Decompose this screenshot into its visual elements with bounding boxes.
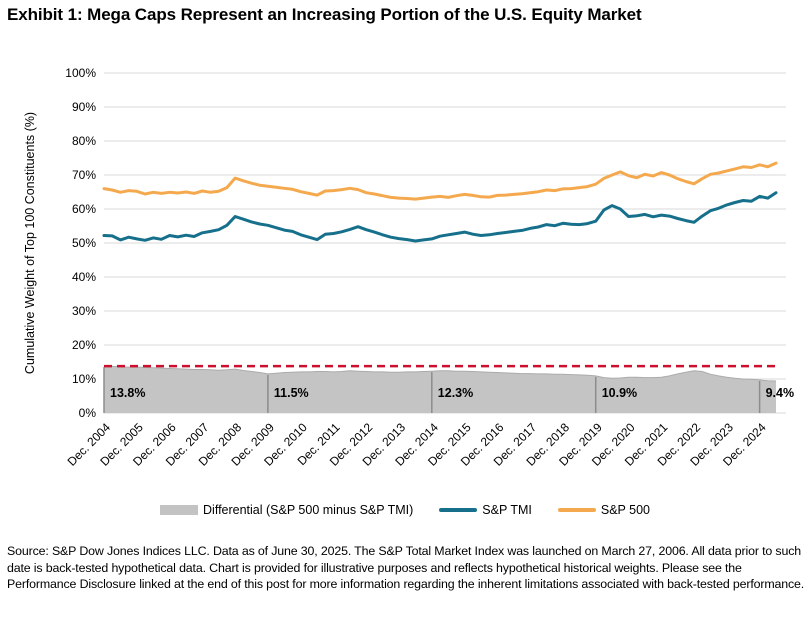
legend-item-differential: Differential (S&P 500 minus S&P TMI) (160, 503, 413, 517)
source-note: Source: S&P Dow Jones Indices LLC. Data … (7, 544, 805, 591)
differential-area-edge (103, 365, 777, 382)
area-value-label: 9.4% (766, 386, 795, 400)
y-tick-label: 70% (72, 168, 96, 182)
sp500-swatch-icon (557, 508, 596, 512)
differential-area (104, 366, 776, 413)
legend-label: Differential (S&P 500 minus S&P TMI) (203, 503, 414, 517)
y-tick-label: 20% (72, 338, 96, 352)
chart-area: 0% 10% 20% 30% 40% 50% 60% 70% 80% 90% 100% Cumulat… (0, 56, 810, 492)
y-tick-label: 50% (72, 236, 96, 250)
area-value-label: 11.5% (274, 386, 309, 400)
area-value-label: 13.8% (110, 386, 145, 400)
sp500-line (102, 161, 778, 201)
area-value-label: 12.3% (438, 386, 473, 400)
y-tick-label: 0% (79, 406, 97, 420)
chart-legend: Differential (S&P 500 minus S&P TMI) S&P… (0, 503, 810, 517)
sp-tmi-swatch-icon (439, 508, 478, 512)
area-value-label: 10.9% (602, 386, 637, 400)
y-tick-label: 30% (72, 304, 96, 318)
legend-item-sp500: S&P 500 (557, 503, 650, 517)
y-tick-label: 60% (72, 202, 96, 216)
y-tick-label: 100% (65, 66, 96, 80)
y-tick-label: 90% (72, 100, 96, 114)
sp-tmi-line (102, 191, 778, 243)
chart-title: Exhibit 1: Mega Caps Represent an Increa… (7, 5, 642, 24)
y-tick-label: 10% (72, 372, 96, 386)
y-tick-label: 80% (72, 134, 96, 148)
line-chart: 0% 10% 20% 30% 40% 50% 60% 70% 80% 90% 100% Cumulat… (23, 66, 795, 469)
legend-label: S&P 500 (600, 503, 650, 517)
legend-label: S&P TMI (482, 503, 532, 517)
legend-item-sp-tmi: S&P TMI (439, 503, 532, 517)
y-axis-title: Cumulative Weight of Top 100 Constituent… (23, 112, 37, 374)
y-tick-label: 40% (72, 270, 96, 284)
differential-swatch-icon (160, 505, 199, 515)
